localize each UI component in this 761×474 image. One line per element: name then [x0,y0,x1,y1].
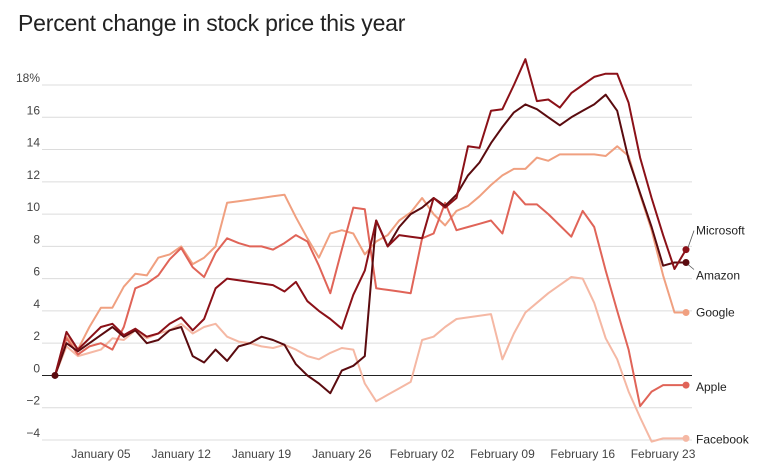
series-line-facebook [54,276,687,443]
y-tick-label: −4 [26,426,40,440]
label-leader-line [687,264,695,270]
series-line-google [54,145,687,377]
y-tick-label: 12 [27,168,41,182]
chart-title: Percent change in stock price this year [18,10,406,36]
series-end-marker-apple [682,381,690,389]
y-tick-label: 16 [27,103,41,117]
x-tick-label: January 12 [152,447,212,461]
x-tick-label: February 02 [390,447,455,461]
x-tick-label: January 05 [71,447,131,461]
y-tick-label: 10 [27,200,41,214]
x-tick-label: February 09 [470,447,535,461]
y-tick-label: −2 [26,394,40,408]
series-end-marker-facebook [682,434,690,442]
y-tick-label: 8 [33,232,40,246]
series-line-microsoft [54,58,687,377]
series-label-apple: Apple [696,380,727,394]
x-tick-label: January 19 [232,447,292,461]
series-end-marker-amazon [682,259,690,266]
y-tick-label: 0 [33,361,40,375]
series-label-amazon: Amazon [696,269,740,283]
series-label-facebook: Facebook [696,432,750,446]
y-tick-label: 4 [33,297,40,311]
y-tick-label: 2 [33,329,40,343]
start-point-marker [51,371,59,379]
x-axis-tick-labels: January 05 January 12 January 19 January 26… [71,447,696,461]
series-labels: Microsoft Amazon Google Apple Facebook [682,224,750,446]
label-leader-line [687,230,695,248]
y-tick-label: 6 [33,265,40,279]
y-axis-tick-labels: −4 −2 0 2 4 6 8 10 12 14 16 18% [16,71,40,440]
x-tick-label: January 26 [312,447,372,461]
gridlines [42,84,692,441]
series-end-marker-microsoft [682,246,690,254]
series-label-google: Google [696,306,735,320]
y-tick-label: 18% [16,71,40,85]
series-end-marker-google [682,309,690,317]
series-label-microsoft: Microsoft [696,224,745,238]
x-tick-label: February 23 [631,447,696,461]
x-tick-label: February 16 [550,447,615,461]
y-tick-label: 14 [27,136,41,150]
series-line-amazon [54,93,687,395]
series-lines [51,58,687,443]
